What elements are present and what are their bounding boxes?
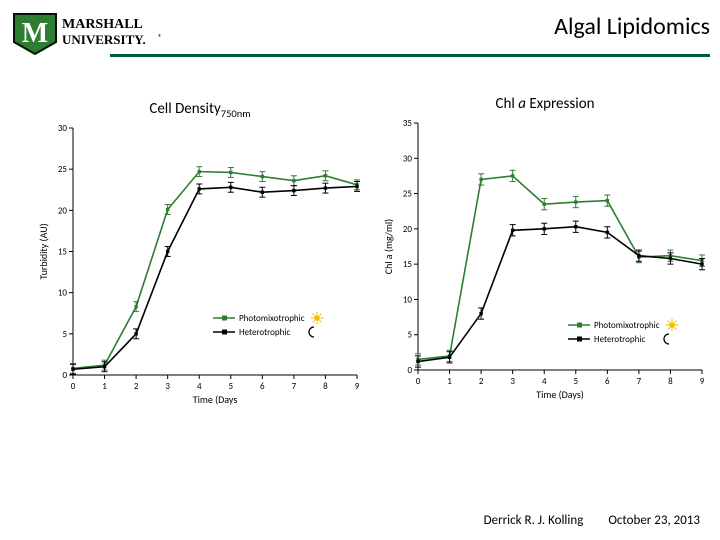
svg-text:Photomixotrophic: Photomixotrophic	[594, 320, 660, 331]
svg-text:15: 15	[58, 247, 68, 258]
page-title: Algal Lipidomics	[554, 12, 710, 41]
svg-text:10: 10	[403, 294, 413, 305]
chart-title: Cell Density750nm	[35, 100, 365, 120]
svg-text:30: 30	[58, 123, 68, 134]
svg-text:4: 4	[542, 376, 547, 387]
svg-text:25: 25	[403, 189, 413, 200]
svg-text:0: 0	[71, 381, 76, 392]
svg-text:®: ®	[158, 33, 162, 43]
author-name: Derrick R. J. Kolling	[484, 513, 584, 528]
header-rule	[110, 54, 710, 57]
slide-footer: Derrick R. J. Kolling October 23, 2013	[484, 513, 700, 528]
chart-title: Chl a Expression	[380, 95, 710, 113]
svg-text:35: 35	[403, 118, 413, 129]
svg-text:6: 6	[260, 381, 265, 392]
svg-text:15: 15	[403, 259, 413, 270]
presentation-date: October 23, 2013	[608, 513, 700, 528]
svg-text:9: 9	[700, 376, 705, 387]
svg-text:2: 2	[134, 381, 139, 392]
svg-text:Heterotrophic: Heterotrophic	[239, 327, 290, 338]
svg-text:Heterotrophic: Heterotrophic	[594, 334, 645, 345]
svg-text:5: 5	[228, 381, 233, 392]
svg-text:8: 8	[323, 381, 328, 392]
svg-text:1: 1	[447, 376, 452, 387]
svg-text:8: 8	[668, 376, 673, 387]
chart-title-text: Cell Density	[149, 100, 220, 118]
svg-text:9: 9	[355, 381, 360, 392]
chart-chl-a-expression: Chl a Expression 05101520253035012345678…	[380, 115, 710, 400]
svg-text:4: 4	[197, 381, 202, 392]
slide: M MARSHALL UNIVERSITY. ® Algal Lipidomic…	[0, 0, 720, 540]
svg-text:3: 3	[165, 381, 170, 392]
chart-cell-density: Cell Density750nm 0510152025300123456789…	[35, 120, 365, 405]
svg-text:5: 5	[407, 330, 412, 341]
svg-text:0: 0	[407, 365, 412, 376]
svg-text:20: 20	[403, 224, 413, 235]
svg-text:20: 20	[58, 205, 68, 216]
svg-text:Chl a (mg/ml): Chl a (mg/ml)	[382, 219, 395, 274]
svg-text:7: 7	[292, 381, 297, 392]
svg-text:2: 2	[479, 376, 484, 387]
svg-text:MARSHALL: MARSHALL	[62, 17, 143, 32]
svg-text:10: 10	[58, 288, 68, 299]
marshall-logo: M MARSHALL UNIVERSITY. ®	[10, 8, 170, 58]
svg-text:Turbidity (AU): Turbidity (AU)	[37, 223, 50, 279]
svg-text:Photomixotrophic: Photomixotrophic	[239, 313, 305, 324]
svg-text:1: 1	[102, 381, 107, 392]
svg-text:Time (Days): Time (Days)	[536, 388, 584, 400]
svg-text:6: 6	[605, 376, 610, 387]
slide-header: M MARSHALL UNIVERSITY. ® Algal Lipidomic…	[10, 8, 710, 66]
svg-text:5: 5	[62, 329, 67, 340]
svg-text:25: 25	[58, 164, 68, 175]
svg-text:30: 30	[403, 153, 413, 164]
svg-text:0: 0	[416, 376, 421, 387]
chart-title-text: Chl	[496, 95, 519, 113]
svg-text:Time (Days: Time (Days	[193, 393, 238, 405]
svg-text:UNIVERSITY.: UNIVERSITY.	[62, 32, 146, 47]
svg-text:5: 5	[573, 376, 578, 387]
svg-text:0: 0	[62, 370, 67, 381]
svg-text:3: 3	[510, 376, 515, 387]
svg-text:7: 7	[637, 376, 642, 387]
svg-text:M: M	[22, 18, 48, 49]
